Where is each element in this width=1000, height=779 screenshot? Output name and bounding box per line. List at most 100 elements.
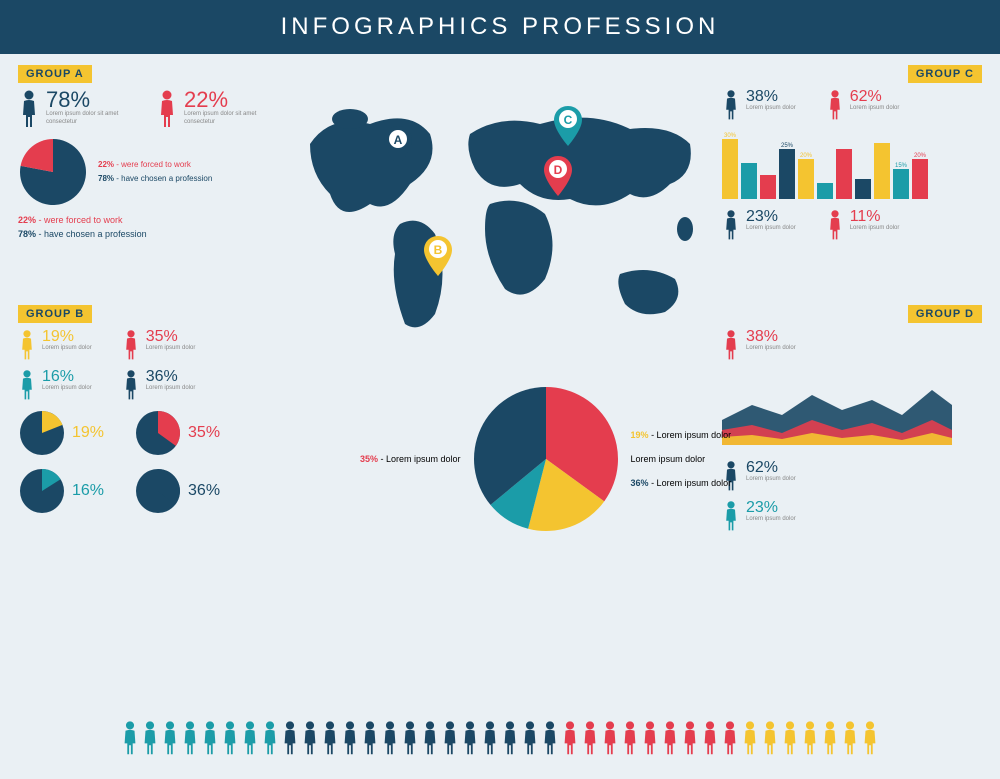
people-icon bbox=[701, 716, 719, 765]
person-icon bbox=[122, 329, 140, 361]
map-pin-c: C bbox=[550, 104, 586, 150]
center-pie: 35% - Lorem ipsum dolor 19% - Lorem ipsu… bbox=[360, 384, 731, 534]
group-c: GROUP C 38% Lorem ipsum dolor 62% Lorem … bbox=[722, 64, 982, 249]
stat-percent: 62% bbox=[746, 460, 796, 476]
pie-label: 22% - were forced to work bbox=[98, 158, 212, 172]
bar bbox=[874, 143, 890, 199]
people-icon bbox=[261, 716, 279, 765]
stat-item: 62% Lorem ipsum dolor bbox=[826, 89, 900, 121]
people-icon bbox=[141, 716, 159, 765]
pie-label: 19% - Lorem ipsum dolor bbox=[631, 430, 732, 440]
pie-label: 35% - Lorem ipsum dolor bbox=[360, 454, 461, 464]
people-icon bbox=[561, 716, 579, 765]
people-icon bbox=[201, 716, 219, 765]
group-c-bar-chart: 30%25%20%15%20% bbox=[722, 129, 982, 199]
stat-desc: Lorem ipsum dolor bbox=[850, 225, 900, 233]
stat-desc: Lorem ipsum dolor bbox=[746, 225, 796, 233]
center-pie-chart bbox=[471, 384, 621, 534]
svg-text:B: B bbox=[434, 243, 443, 257]
stat-item: 78% Lorem ipsum dolor sit amet consectet… bbox=[18, 89, 126, 129]
person-icon bbox=[826, 89, 844, 121]
stat-percent: 38% bbox=[746, 329, 796, 345]
mini-pie: 16% bbox=[18, 467, 104, 515]
group-d-area-chart bbox=[722, 375, 952, 445]
people-icon bbox=[521, 716, 539, 765]
people-icon bbox=[221, 716, 239, 765]
svg-text:D: D bbox=[554, 163, 563, 177]
page-title: INFOGRAPHICS PROFESSION bbox=[281, 13, 720, 41]
bar: 20% bbox=[912, 153, 928, 199]
stat-desc: Lorem ipsum dolor bbox=[146, 385, 196, 393]
mini-pie-label: 16% bbox=[72, 482, 104, 500]
people-icon bbox=[161, 716, 179, 765]
bar bbox=[855, 179, 871, 199]
stat-percent: 19% bbox=[42, 329, 92, 345]
people-icon bbox=[301, 716, 319, 765]
stat-item: 22% Lorem ipsum dolor sit amet consectet… bbox=[156, 89, 264, 129]
bar: 25% bbox=[779, 143, 795, 199]
people-icon bbox=[601, 716, 619, 765]
people-icon bbox=[341, 716, 359, 765]
mini-pie-label: 19% bbox=[72, 424, 104, 442]
stat-desc: Lorem ipsum dolor bbox=[42, 345, 92, 353]
people-icon bbox=[821, 716, 839, 765]
person-icon bbox=[18, 329, 36, 361]
header: INFOGRAPHICS PROFESSION bbox=[0, 0, 1000, 54]
group-a-pie bbox=[18, 137, 88, 207]
bar: 20% bbox=[798, 153, 814, 199]
bar: 30% bbox=[722, 133, 738, 199]
person-icon bbox=[722, 209, 740, 241]
stat-item: 38% Lorem ipsum dolor bbox=[722, 89, 796, 121]
stat-item: 23% Lorem ipsum dolor bbox=[722, 500, 796, 532]
people-row bbox=[18, 716, 982, 765]
stat-desc: Lorem ipsum dolor sit amet consectetur bbox=[46, 111, 126, 127]
note-line: 78% - have chosen a profession bbox=[18, 227, 278, 241]
group-b-title: GROUP B bbox=[18, 305, 92, 323]
stat-percent: 11% bbox=[850, 209, 900, 225]
stat-item: 35% Lorem ipsum dolor bbox=[122, 329, 196, 361]
map-pin-d: D bbox=[540, 154, 576, 200]
stat-desc: Lorem ipsum dolor bbox=[746, 476, 796, 484]
people-icon bbox=[401, 716, 419, 765]
person-icon bbox=[722, 89, 740, 121]
stat-desc: Lorem ipsum dolor bbox=[146, 345, 196, 353]
group-a: GROUP A 78% Lorem ipsum dolor sit amet c… bbox=[18, 64, 278, 242]
stat-item: 36% Lorem ipsum dolor bbox=[122, 369, 196, 401]
people-icon bbox=[861, 716, 879, 765]
stat-percent: 78% bbox=[46, 89, 126, 111]
people-icon bbox=[741, 716, 759, 765]
people-icon bbox=[281, 716, 299, 765]
stat-desc: Lorem ipsum dolor bbox=[746, 345, 796, 353]
stat-desc: Lorem ipsum dolor bbox=[746, 105, 796, 113]
people-icon bbox=[241, 716, 259, 765]
people-icon bbox=[721, 716, 739, 765]
person-icon bbox=[18, 89, 40, 129]
bar bbox=[760, 175, 776, 199]
stat-desc: Lorem ipsum dolor bbox=[746, 516, 796, 524]
people-icon bbox=[621, 716, 639, 765]
stat-item: 62% Lorem ipsum dolor bbox=[722, 460, 796, 492]
people-icon bbox=[541, 716, 559, 765]
bar: 15% bbox=[893, 163, 909, 199]
people-icon bbox=[641, 716, 659, 765]
pie-label: 36% - Lorem ipsum dolor bbox=[631, 478, 732, 488]
person-icon bbox=[18, 369, 36, 401]
stat-item: 16% Lorem ipsum dolor bbox=[18, 369, 92, 401]
bar bbox=[817, 183, 833, 199]
people-icon bbox=[461, 716, 479, 765]
people-icon bbox=[361, 716, 379, 765]
people-icon bbox=[581, 716, 599, 765]
stat-item: 23% Lorem ipsum dolor bbox=[722, 209, 796, 241]
group-a-title: GROUP A bbox=[18, 65, 92, 83]
pie-label: Lorem ipsum dolor bbox=[631, 454, 732, 464]
stat-percent: 23% bbox=[746, 209, 796, 225]
map-pin-b: B bbox=[420, 234, 456, 280]
group-b: GROUP B 19% Lorem ipsum dolor 35% Lorem … bbox=[18, 304, 278, 515]
people-icon bbox=[181, 716, 199, 765]
people-icon bbox=[841, 716, 859, 765]
stat-percent: 23% bbox=[746, 500, 796, 516]
people-icon bbox=[501, 716, 519, 765]
stat-desc: Lorem ipsum dolor sit amet consectetur bbox=[184, 111, 264, 127]
people-icon bbox=[761, 716, 779, 765]
stat-percent: 22% bbox=[184, 89, 264, 111]
